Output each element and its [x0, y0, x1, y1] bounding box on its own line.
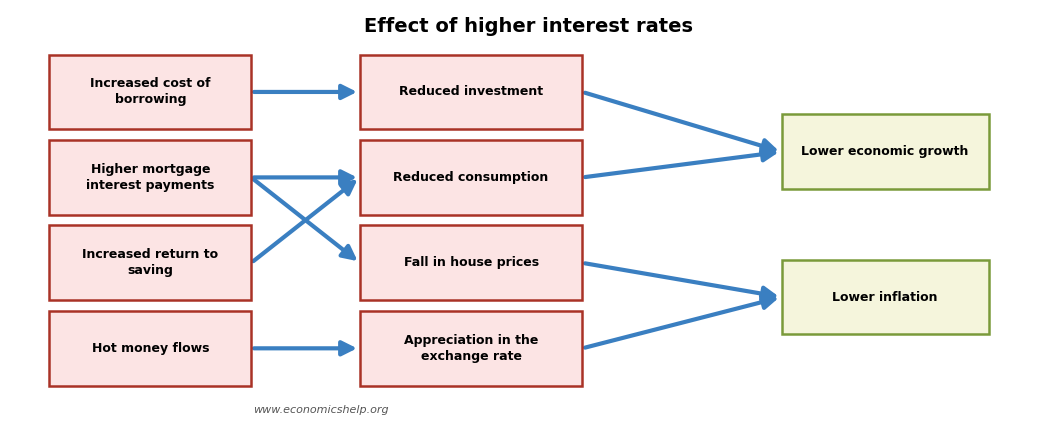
FancyBboxPatch shape [360, 311, 582, 386]
FancyBboxPatch shape [781, 114, 988, 189]
Text: Reduced investment: Reduced investment [399, 85, 543, 99]
FancyBboxPatch shape [50, 54, 251, 129]
FancyBboxPatch shape [360, 140, 582, 215]
Text: Effect of higher interest rates: Effect of higher interest rates [363, 17, 693, 36]
Text: Appreciation in the
exchange rate: Appreciation in the exchange rate [403, 334, 539, 363]
Text: Increased cost of
borrowing: Increased cost of borrowing [90, 78, 210, 106]
Text: Hot money flows: Hot money flows [92, 342, 209, 355]
FancyBboxPatch shape [360, 54, 582, 129]
Text: Higher mortgage
interest payments: Higher mortgage interest payments [87, 163, 214, 192]
Text: www.economicshelp.org: www.economicshelp.org [253, 405, 389, 415]
FancyBboxPatch shape [50, 311, 251, 386]
FancyBboxPatch shape [50, 140, 251, 215]
FancyBboxPatch shape [50, 225, 251, 300]
Text: Lower economic growth: Lower economic growth [802, 145, 968, 158]
Text: Reduced consumption: Reduced consumption [394, 171, 549, 184]
Text: Increased return to
saving: Increased return to saving [82, 249, 219, 277]
FancyBboxPatch shape [781, 260, 988, 334]
Text: Lower inflation: Lower inflation [832, 290, 938, 303]
Text: Fall in house prices: Fall in house prices [403, 256, 539, 269]
FancyBboxPatch shape [360, 225, 582, 300]
